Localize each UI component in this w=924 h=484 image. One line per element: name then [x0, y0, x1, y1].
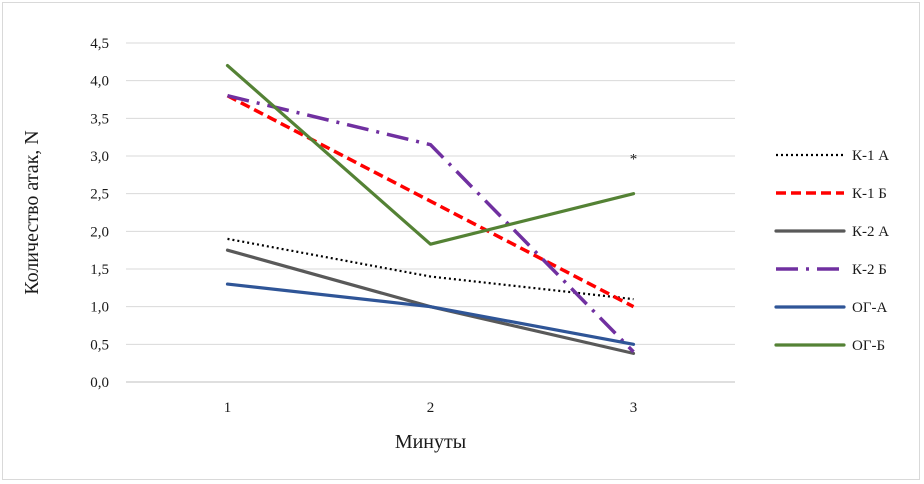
- series-line-К-1 А: [227, 237, 634, 301]
- y-tick-label: 1,5: [90, 262, 109, 278]
- significance-asterisk: *: [630, 152, 638, 168]
- series-lines: [225, 63, 636, 355]
- y-tick-label: 3,5: [90, 111, 109, 127]
- x-axis-title: Минуты: [395, 431, 466, 453]
- legend-label: К-2 Б: [852, 262, 887, 278]
- y-tick-label: 2,0: [90, 224, 109, 240]
- legend: К-1 А К-1 Б К-2 А К-2 Б ОГ-А ОГ-Б: [774, 148, 889, 354]
- legend-label: К-1 А: [852, 148, 889, 164]
- x-tick-label: 2: [427, 400, 435, 416]
- y-tick-label: 1,0: [90, 300, 109, 316]
- x-tick-label: 3: [630, 400, 638, 416]
- y-tick-label: 0,5: [90, 337, 109, 353]
- y-axis-ticks: 0,0 0,5 1,0 1,5 2,0 2,5 3,0 3,5 4,0 4,5: [90, 36, 109, 391]
- y-axis-title: Количество атак, N: [21, 130, 43, 295]
- legend-label: ОГ-Б: [852, 338, 885, 354]
- y-tick-label: 4,0: [90, 74, 109, 90]
- series-line-К-2 Б: [227, 94, 635, 354]
- legend-label: К-1 Б: [852, 186, 887, 202]
- gridlines: [126, 42, 735, 383]
- legend-label: ОГ-А: [852, 300, 887, 316]
- y-tick-label: 2,5: [90, 187, 109, 203]
- x-axis-ticks: 1 2 3: [224, 400, 638, 416]
- series-line-К-1 Б: [226, 94, 635, 309]
- series-line-К-2 А: [225, 248, 636, 355]
- legend-label: К-2 А: [852, 224, 889, 240]
- x-tick-label: 1: [224, 400, 232, 416]
- y-tick-label: 0,0: [90, 375, 109, 391]
- series-line-ОГ-А: [225, 282, 636, 346]
- y-tick-label: 4,5: [90, 36, 109, 52]
- y-tick-label: 3,0: [90, 149, 109, 165]
- series-line-ОГ-Б: [225, 63, 636, 246]
